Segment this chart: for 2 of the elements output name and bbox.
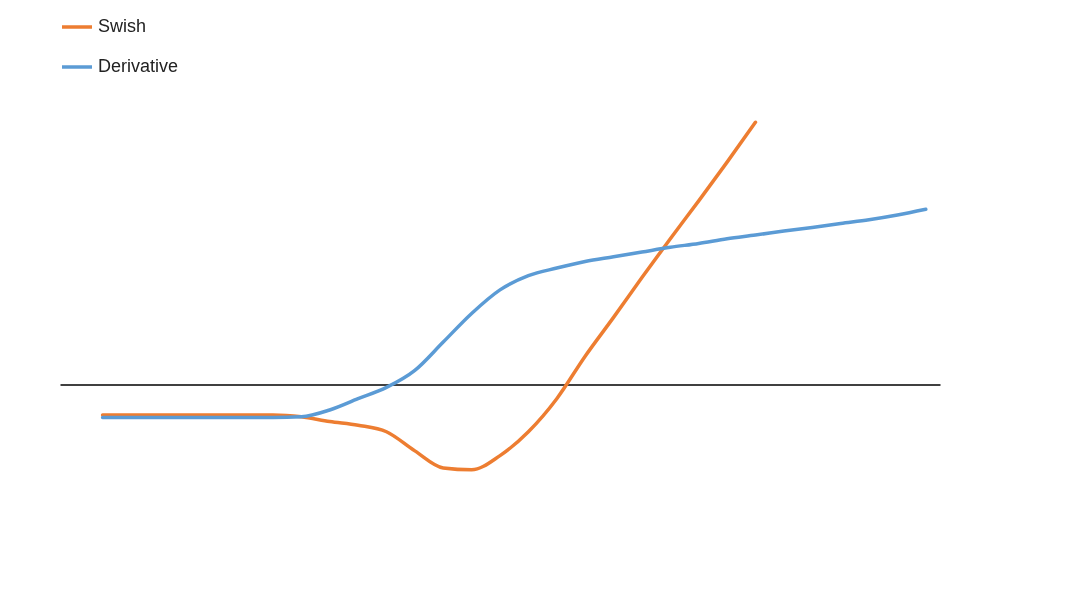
legend-label: Derivative <box>98 56 179 76</box>
legend-label: Swish <box>98 16 147 36</box>
